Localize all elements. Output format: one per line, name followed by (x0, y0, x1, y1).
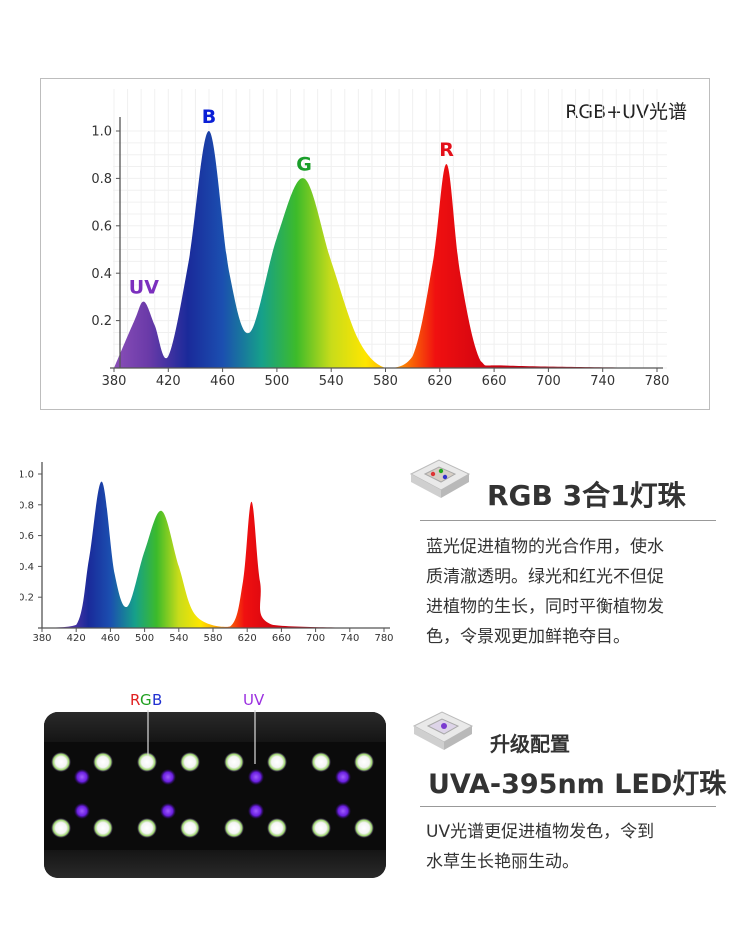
led-array (51, 752, 374, 838)
desc-line: 水草生长艳丽生动。 (426, 852, 579, 872)
uv-led (335, 803, 351, 819)
y-tick-label: 0.8 (91, 172, 112, 187)
peak-label: UV (129, 277, 159, 299)
label-r: R (130, 691, 140, 709)
spectrum-chart-small: 380 420 460 500 540 580 620 660 700 740 780 0.2 0.4 0… (20, 462, 394, 644)
rgb-led-chip-icon (409, 459, 471, 498)
spectrum-chart-large: 380 420 460 500 540 580 620 660 700 740 780 0.2 0.4 0… (91, 89, 670, 389)
label-uv: UV (243, 691, 265, 709)
white-led (180, 818, 200, 838)
x-tick-label: 380 (32, 633, 51, 644)
white-led (93, 752, 113, 772)
x-tick-label: 580 (203, 633, 222, 644)
uv-led (74, 803, 90, 819)
label-b: B (152, 691, 162, 709)
label-g: G (140, 691, 152, 709)
rail-top (44, 712, 386, 742)
x-tick-label: 780 (645, 374, 670, 389)
white-led (51, 818, 71, 838)
feature-rgb-description: 蓝光促进植物的光合作用，使水 质清澈透明。绿光和红光不但促 进植物的生长，同时平… (426, 532, 664, 652)
feature-uv-subtitle: 升级配置 (490, 732, 570, 756)
uv-led (248, 769, 264, 785)
uv-led (335, 769, 351, 785)
y-tick-label: 1.0 (20, 470, 34, 481)
peak-label: B (202, 106, 216, 128)
y-tick-label: 0.2 (20, 593, 34, 604)
feature-uv-description: UV光谱更促进植物发色，令到 水草生长艳丽生动。 (426, 817, 654, 877)
y-tick-label: 0.4 (20, 562, 34, 573)
divider (420, 520, 716, 521)
rail-bottom (44, 850, 386, 878)
y-tick-label: 0.8 (20, 500, 34, 511)
uv-led (160, 769, 176, 785)
uv-led (248, 803, 264, 819)
x-tick-label: 660 (482, 374, 507, 389)
x-tick-label: 540 (319, 374, 344, 389)
white-led (51, 752, 71, 772)
y-tick-label: 0.6 (91, 219, 112, 234)
desc-line: 色，令景观更加鲜艳夺目。 (426, 627, 630, 647)
desc-line: 进植物的生长，同时平衡植物发 (426, 597, 664, 617)
white-led (137, 818, 157, 838)
x-tick-label: 500 (135, 633, 154, 644)
white-led (354, 818, 374, 838)
x-tick-label: 700 (306, 633, 325, 644)
x-tick-label: 620 (238, 633, 257, 644)
white-led (180, 752, 200, 772)
x-tick-label: 460 (210, 374, 235, 389)
divider (420, 806, 716, 807)
desc-line: 质清澈透明。绿光和红光不但促 (426, 567, 664, 587)
x-tick-label: 740 (590, 374, 615, 389)
desc-line: UV光谱更促进植物发色，令到 (426, 822, 655, 842)
spectrum-area (114, 130, 657, 368)
x-tick-label: 780 (374, 633, 393, 644)
feature-rgb-title: RGB 3合1灯珠 (487, 479, 686, 512)
x-tick-label: 500 (264, 374, 289, 389)
x-tick-label: 700 (536, 374, 561, 389)
desc-line: 蓝光促进植物的光合作用，使水 (426, 537, 664, 557)
spectrum-panel-large: RGB+UV光谱 380 420 460 500 540 580 620 660 700 740 7… (40, 78, 710, 410)
white-led (267, 752, 287, 772)
white-led (354, 752, 374, 772)
white-led (93, 818, 113, 838)
y-tick-label: 1.0 (91, 125, 112, 140)
uv-led (74, 769, 90, 785)
peak-label: G (296, 153, 312, 175)
x-tick-label: 460 (101, 633, 120, 644)
x-tick-label: 620 (427, 374, 452, 389)
uv-led-chip-icon (412, 711, 474, 750)
uv-led (160, 803, 176, 819)
x-tick-label: 380 (102, 374, 127, 389)
x-tick-label: 540 (169, 633, 188, 644)
white-led (224, 818, 244, 838)
x-tick-label: 420 (156, 374, 181, 389)
x-tick-label: 420 (67, 633, 86, 644)
white-led (267, 818, 287, 838)
spectrum-area (42, 481, 384, 628)
peak-label: R (439, 139, 454, 161)
x-tick-label: 740 (340, 633, 359, 644)
x-tick-label: 660 (272, 633, 291, 644)
feature-uv-title: UVA-395nm LED灯珠 (428, 769, 727, 800)
photo-labels: R G B UV (130, 691, 265, 764)
white-led (137, 752, 157, 772)
led-strip-photo (44, 712, 386, 878)
white-led (311, 752, 331, 772)
white-led (224, 752, 244, 772)
x-tick-label: 580 (373, 374, 398, 389)
y-tick-label: 0.6 (20, 531, 34, 542)
white-led (311, 818, 331, 838)
y-tick-label: 0.2 (91, 314, 112, 329)
y-tick-label: 0.4 (91, 267, 112, 282)
